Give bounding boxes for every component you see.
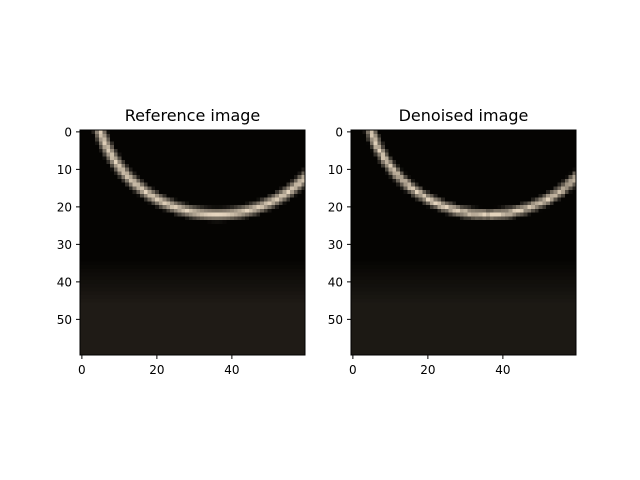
y-tick-label-1-10: 10 [57,163,72,177]
y-tick-label-1-40: 40 [57,275,72,289]
y-tick-label-2-20: 20 [328,200,343,214]
image-2 [351,130,577,356]
panel-2: Denoised image 0 20 40 0 10 20 30 40 50 [328,106,577,377]
y-tick-label-2-50: 50 [328,313,343,327]
axes-frame-2 [350,129,577,356]
x-tick-label-2-0: 0 [349,363,357,377]
y-tick-label-1-50: 50 [57,313,72,327]
panel-1: Reference image 0 20 40 0 10 20 30 40 50 [57,106,306,377]
y-tick-label-2-40: 40 [328,275,343,289]
image-1 [80,130,306,356]
y-tick-label-2-30: 30 [328,238,343,252]
y-tick-label-2-0: 0 [335,125,343,139]
x-tick-label-1-40: 40 [224,363,239,377]
x-tick-label-2-20: 20 [420,363,435,377]
x-tick-label-2-40: 40 [495,363,510,377]
y-tick-label-1-20: 20 [57,200,72,214]
y-tick-label-1-0: 0 [64,125,72,139]
y-tick-label-1-30: 30 [57,238,72,252]
x-tick-label-1-0: 0 [78,363,86,377]
axes-frame-1 [79,129,306,356]
y-tick-label-2-10: 10 [328,163,343,177]
panel-title-1: Reference image [125,106,261,125]
x-tick-label-1-20: 20 [149,363,164,377]
panel-title-2: Denoised image [399,106,529,125]
